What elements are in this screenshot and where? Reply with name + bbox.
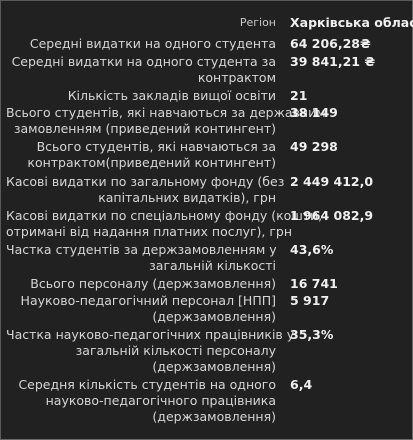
label-region: Регіон (6, 15, 276, 31)
value-state-order-students: 38 149 (290, 105, 338, 120)
label-line: Всього студентів, які навчаються за держ… (6, 105, 326, 120)
label-avg-expenses-contract: Середні видатки на одного студента за ко… (6, 54, 276, 86)
label-line: Всього студентів, які навчаються за (36, 139, 276, 154)
label-line: загальній кількості (149, 258, 276, 273)
value-academic-staff: 5 917 (290, 293, 330, 308)
label-line: Кількість закладів вищої освіти (67, 88, 276, 103)
value-avg-expenses-per-student: 64 206,28₴ (290, 36, 371, 51)
label-line: Частка науково-педагогічних працівників … (6, 327, 295, 342)
label-line: отримані від надання платних послуг), гр… (6, 224, 293, 239)
label-line: Частка студентів за держзамовленням у (6, 242, 277, 257)
label-line: науково-педагогічного працівника (45, 393, 276, 408)
value-special-fund-expenses: 1 964 082,9 (290, 208, 374, 223)
label-line: Касові видатки по спеціальному фонду (ко… (6, 208, 323, 223)
label-contract-students: Всього студентів, які навчаються за конт… (6, 139, 276, 171)
label-line: загальній кількості персоналу (75, 343, 276, 358)
value-total-staff: 16 741 (290, 276, 338, 291)
label-line: контрактом (197, 70, 276, 85)
value-state-order-share: 43,6% (290, 242, 334, 257)
label-state-order-share: Частка студентів за держзамовленням у за… (6, 242, 277, 274)
label-line: контрактом(приведений контингент) (27, 155, 276, 170)
value-students-per-academic: 6,4 (290, 377, 313, 392)
value-institutions-count: 21 (290, 88, 308, 103)
label-line: (держзамовлення) (152, 359, 276, 374)
label-line: Середні видатки на одного студента (29, 36, 276, 51)
label-line: Касові видатки по загальному фонду (без (6, 174, 285, 189)
value-general-fund-expenses: 2 449 412,0 (290, 174, 374, 189)
label-academic-staff: Науково-педагогічний персонал [НПП] (дер… (6, 293, 276, 325)
label-line: Регіон (239, 16, 276, 29)
label-line: Середні видатки на одного студента за (11, 54, 276, 69)
value-academic-staff-share: 35,3% (290, 327, 334, 342)
value-contract-students: 49 298 (290, 139, 338, 154)
label-line: замовленням (приведений контингент) (13, 121, 276, 136)
label-state-order-students: Всього студентів, які навчаються за держ… (6, 105, 326, 137)
label-line: Всього персоналу (держзамовлення) (30, 276, 276, 291)
label-avg-expenses-per-student: Середні видатки на одного студента (6, 36, 276, 52)
label-line: (держзамовлення) (152, 309, 276, 324)
label-special-fund-expenses: Касові видатки по спеціальному фонду (ко… (6, 208, 323, 240)
label-total-staff: Всього персоналу (держзамовлення) (6, 276, 276, 292)
label-students-per-academic: Середня кількість студентів на одного на… (6, 377, 276, 425)
label-line: (держзамовлення) (152, 409, 276, 424)
label-line: Науково-педагогічний персонал [НПП] (20, 293, 276, 308)
label-institutions-count: Кількість закладів вищої освіти (6, 88, 276, 104)
label-academic-staff-share: Частка науково-педагогічних працівників … (6, 327, 295, 375)
label-line: Середня кількість студентів на одного (18, 377, 276, 392)
value-avg-expenses-contract: 39 841,21 ₴ (290, 54, 376, 69)
label-line: капітальних видатків), грн (98, 190, 276, 205)
value-region: Харківська область (290, 15, 413, 30)
label-general-fund-expenses: Касові видатки по загальному фонду (без … (6, 174, 285, 206)
